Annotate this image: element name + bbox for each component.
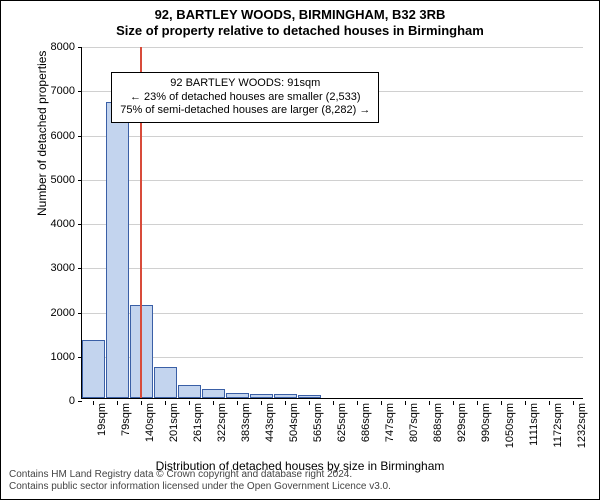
x-tick-label: 1111sqm bbox=[528, 403, 540, 446]
x-tick bbox=[477, 401, 478, 405]
x-tick-label: 322sqm bbox=[216, 403, 228, 442]
x-tick-label: 79sqm bbox=[120, 403, 132, 436]
x-tick bbox=[213, 401, 214, 405]
x-tick-label: 504sqm bbox=[288, 403, 300, 442]
footer: Contains HM Land Registry data © Crown c… bbox=[9, 469, 591, 493]
gridline bbox=[82, 224, 583, 225]
chart-area: Number of detached properties 92 BARTLEY… bbox=[31, 47, 587, 399]
x-tick bbox=[261, 401, 262, 405]
x-tick bbox=[117, 401, 118, 405]
title-line2: Size of property relative to detached ho… bbox=[1, 23, 599, 39]
x-tick bbox=[285, 401, 286, 405]
x-tick-label: 1172sqm bbox=[552, 403, 564, 447]
x-tick bbox=[525, 401, 526, 405]
y-tick-label: 4000 bbox=[51, 218, 81, 230]
annotation-line1: 92 BARTLEY WOODS: 91sqm bbox=[120, 77, 370, 91]
gridline bbox=[82, 357, 583, 358]
x-tick-label: 140sqm bbox=[144, 403, 156, 442]
bar bbox=[202, 389, 225, 398]
x-tick-label: 807sqm bbox=[408, 403, 420, 442]
gridline bbox=[82, 313, 583, 314]
bar bbox=[178, 385, 201, 398]
gridline bbox=[82, 47, 583, 48]
x-tick bbox=[357, 401, 358, 405]
y-tick-label: 8000 bbox=[51, 41, 81, 53]
x-tick bbox=[309, 401, 310, 405]
x-tick bbox=[237, 401, 238, 405]
x-tick-label: 1050sqm bbox=[504, 403, 516, 448]
x-tick bbox=[93, 401, 94, 405]
x-tick-label: 686sqm bbox=[360, 403, 372, 442]
x-tick bbox=[549, 401, 550, 405]
y-tick-label: 1000 bbox=[51, 351, 81, 363]
gridline bbox=[82, 180, 583, 181]
x-tick-label: 261sqm bbox=[192, 403, 204, 442]
bar bbox=[274, 394, 297, 398]
x-tick bbox=[405, 401, 406, 405]
x-tick-label: 1232sqm bbox=[576, 403, 588, 448]
x-tick-label: 443sqm bbox=[264, 403, 276, 442]
bar bbox=[250, 394, 273, 398]
chart-title: 92, BARTLEY WOODS, BIRMINGHAM, B32 3RB S… bbox=[1, 1, 599, 40]
x-tick bbox=[453, 401, 454, 405]
gridline bbox=[82, 268, 583, 269]
x-tick-label: 747sqm bbox=[384, 403, 396, 442]
bar bbox=[82, 340, 105, 398]
x-tick bbox=[333, 401, 334, 405]
plot: 92 BARTLEY WOODS: 91sqm ← 23% of detache… bbox=[81, 47, 583, 399]
annotation-line2: ← 23% of detached houses are smaller (2,… bbox=[120, 91, 370, 105]
annotation-box: 92 BARTLEY WOODS: 91sqm ← 23% of detache… bbox=[111, 72, 379, 123]
x-tick-label: 990sqm bbox=[480, 403, 492, 442]
footer-line1: Contains HM Land Registry data © Crown c… bbox=[9, 469, 591, 481]
annotation-line3: 75% of semi-detached houses are larger (… bbox=[120, 104, 370, 118]
x-tick-label: 19sqm bbox=[96, 403, 108, 436]
y-tick-label: 0 bbox=[69, 395, 81, 407]
x-tick bbox=[573, 401, 574, 405]
x-tick-label: 565sqm bbox=[312, 403, 324, 442]
x-tick-label: 625sqm bbox=[336, 403, 348, 442]
title-line1: 92, BARTLEY WOODS, BIRMINGHAM, B32 3RB bbox=[1, 7, 599, 23]
x-tick-label: 868sqm bbox=[432, 403, 444, 442]
x-tick-label: 201sqm bbox=[168, 403, 180, 442]
footer-line2: Contains public sector information licen… bbox=[9, 481, 591, 493]
x-tick bbox=[189, 401, 190, 405]
y-axis-label: Number of detached properties bbox=[35, 51, 49, 216]
x-tick bbox=[381, 401, 382, 405]
x-tick bbox=[141, 401, 142, 405]
frame: 92, BARTLEY WOODS, BIRMINGHAM, B32 3RB S… bbox=[0, 0, 600, 500]
bar bbox=[226, 393, 249, 398]
y-tick-label: 2000 bbox=[51, 307, 81, 319]
y-tick-label: 7000 bbox=[51, 85, 81, 97]
x-tick bbox=[165, 401, 166, 405]
x-tick-label: 929sqm bbox=[456, 403, 468, 442]
y-tick-label: 3000 bbox=[51, 262, 81, 274]
y-tick-label: 6000 bbox=[51, 130, 81, 142]
bar bbox=[106, 102, 129, 398]
x-tick-label: 383sqm bbox=[240, 403, 252, 442]
bar bbox=[298, 395, 321, 398]
gridline bbox=[82, 136, 583, 137]
x-tick bbox=[429, 401, 430, 405]
bar bbox=[154, 367, 177, 398]
x-tick bbox=[501, 401, 502, 405]
y-tick-label: 5000 bbox=[51, 174, 81, 186]
